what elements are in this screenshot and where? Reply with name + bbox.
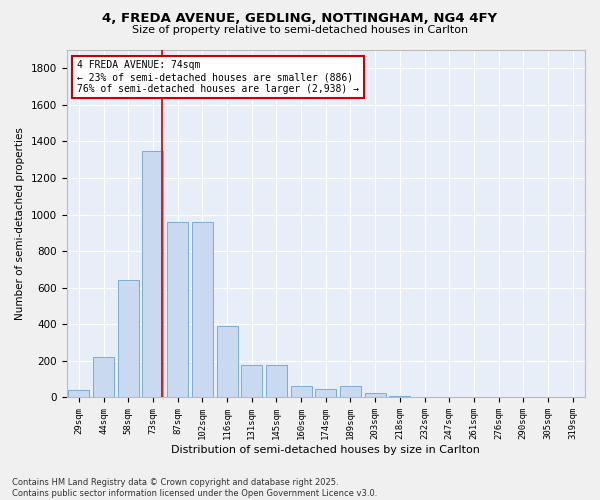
Text: 4 FREDA AVENUE: 74sqm
← 23% of semi-detached houses are smaller (886)
76% of sem: 4 FREDA AVENUE: 74sqm ← 23% of semi-deta… [77,60,359,94]
Bar [241,366,262,398]
Bar [340,386,361,398]
Text: Contains HM Land Registry data © Crown copyright and database right 2025.
Contai: Contains HM Land Registry data © Crown c… [12,478,377,498]
Bar [414,396,435,398]
Bar [439,397,460,398]
Y-axis label: Number of semi-detached properties: Number of semi-detached properties [15,128,25,320]
Bar [68,390,89,398]
Text: 4, FREDA AVENUE, GEDLING, NOTTINGHAM, NG4 4FY: 4, FREDA AVENUE, GEDLING, NOTTINGHAM, NG… [103,12,497,26]
Bar [266,366,287,398]
Bar [290,386,311,398]
X-axis label: Distribution of semi-detached houses by size in Carlton: Distribution of semi-detached houses by … [172,445,480,455]
Bar [389,396,410,398]
Bar [93,357,114,398]
Bar [167,222,188,398]
Bar [142,150,163,398]
Text: Size of property relative to semi-detached houses in Carlton: Size of property relative to semi-detach… [132,25,468,35]
Bar [315,389,336,398]
Bar [192,222,213,398]
Bar [118,280,139,398]
Bar [365,393,386,398]
Bar [217,326,238,398]
